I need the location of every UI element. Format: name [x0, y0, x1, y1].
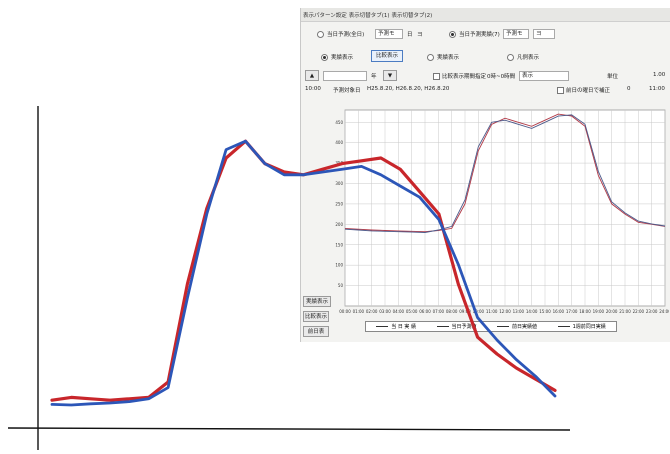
x-tick-label: 18:00: [579, 309, 591, 314]
mode-c-radio[interactable]: 凡例表示: [507, 53, 539, 61]
y-tick-label: 300: [335, 181, 343, 186]
nav-up-button[interactable]: ▲: [305, 70, 319, 81]
compare-button[interactable]: 比較表示: [371, 50, 403, 62]
x-tick-label: 07:00: [433, 309, 445, 314]
nav-filter[interactable]: 比較表示期間指定: [433, 72, 486, 80]
y-tick-label: 450: [335, 120, 343, 125]
x-tick-label: 00:00: [339, 309, 351, 314]
x-tick-label: 06:00: [419, 309, 431, 314]
legend-swatch: [557, 326, 570, 327]
y-tick-label: 350: [335, 161, 343, 166]
option-b-radio[interactable]: 当日予測実績(7): [449, 30, 500, 38]
side-button-prev[interactable]: 前日表: [303, 326, 329, 337]
nav-filter-label: 比較表示期間指定: [442, 74, 487, 80]
x-tick-label: 16:00: [553, 309, 565, 314]
tab-2[interactable]: 表示切替タブ(1): [348, 12, 390, 19]
legend-label: 前日実績値: [512, 324, 538, 330]
tab-1[interactable]: 表示パターン設定: [303, 12, 347, 19]
x-tick-label: 05:00: [406, 309, 418, 314]
x-tick-label: 02:00: [366, 309, 378, 314]
radio-icon: [507, 54, 514, 61]
nav-date-label: 年: [371, 74, 377, 80]
option-b-label: 当日予測実績(7): [459, 32, 500, 38]
option-b-extra[interactable]: ヨ: [533, 29, 555, 39]
y-tick-label: 50: [338, 283, 344, 288]
legend-swatch: [376, 326, 389, 327]
info-value: H25.8.20, H26.8.20, H26.8.20: [367, 86, 450, 92]
checkbox-icon: [557, 87, 564, 94]
mode-a-radio[interactable]: 実績表示: [321, 53, 353, 61]
checkbox-label: 前日の曜日で補正: [566, 88, 611, 94]
radio-icon: [317, 31, 324, 38]
mode-b-label: 実績表示: [437, 55, 460, 61]
y-tick-label: 200: [335, 222, 343, 227]
info-right-b: 11:00: [649, 86, 665, 92]
option-a-extra: ヨ: [417, 32, 423, 38]
legend-swatch: [497, 326, 510, 327]
legend-label: 当日予測値: [451, 324, 477, 330]
x-tick-label: 04:00: [393, 309, 405, 314]
inner-line-chart: 00:00 01:00 02:00 03:00 04:00 05:00 06:00 07:00…: [335, 109, 669, 314]
option-a-select[interactable]: 予測モ: [375, 29, 403, 39]
info-right-a: 0: [627, 86, 631, 92]
side-button-compare[interactable]: 比較表示: [303, 311, 329, 322]
x-tick-label: 22:00: [633, 309, 645, 314]
option-a-label: 当日予測(全日): [327, 32, 365, 38]
legend-label: 1週前同日実績: [572, 324, 606, 330]
nav-date-input[interactable]: [323, 71, 367, 81]
x-tick-label: 01:00: [353, 309, 365, 314]
x-tick-label: 19:00: [593, 309, 605, 314]
option-a-unit: 日: [407, 32, 413, 38]
radio-selected-icon: [449, 31, 456, 38]
nav-right-a: 単位: [607, 74, 619, 80]
chart-legend: 当 日 実 績 当日予測値 前日実績値 1週前同日実績: [365, 321, 617, 332]
radio-icon: [427, 54, 434, 61]
y-tick-label: 150: [335, 242, 343, 247]
x-tick-label: 21:00: [619, 309, 631, 314]
legend-label: 当 日 実 績: [391, 324, 417, 330]
nav-select-label: 0時~0時間: [487, 74, 516, 80]
info-left: 10:00: [305, 86, 321, 92]
mode-a-label: 実績表示: [331, 55, 354, 61]
y-tick-label: 250: [335, 201, 343, 206]
tab-3[interactable]: 表示切替タブ(2): [391, 12, 433, 19]
x-tick-label: 14:00: [526, 309, 538, 314]
info-label: 予測対象日: [333, 88, 361, 94]
checkbox-icon: [433, 73, 440, 80]
x-tick-label: 03:00: [379, 309, 391, 314]
x-tick-label: 08:00: [446, 309, 458, 314]
legend-item: 当 日 実 績: [376, 323, 416, 330]
legend-swatch: [436, 326, 449, 327]
radio-selected-icon: [321, 54, 328, 61]
y-tick-label: 400: [335, 140, 343, 145]
x-tick-label: 20:00: [606, 309, 618, 314]
nav-select[interactable]: 表示: [519, 71, 569, 81]
x-tick-label: 09:00: [459, 309, 471, 314]
side-button-actual[interactable]: 実績表示: [303, 296, 331, 307]
x-tick-label: 13:00: [513, 309, 525, 314]
legend-item: 当日予測値: [436, 323, 477, 330]
x-tick-label: 15:00: [539, 309, 551, 314]
legend-item: 1週前同日実績: [557, 323, 606, 330]
x-tick-label: 17:00: [566, 309, 578, 314]
x-tick-label: 10:00: [473, 309, 485, 314]
x-tick-label: 11:00: [486, 309, 498, 314]
option-b-select[interactable]: 予測モ: [503, 29, 529, 39]
x-tick-label: 12:00: [499, 309, 511, 314]
app-window: 表示パターン設定 表示切替タブ(1) 表示切替タブ(2) 当日予測(全日) 予測…: [300, 8, 670, 342]
mode-c-label: 凡例表示: [517, 55, 540, 61]
nav-right-b: 1.00: [653, 72, 666, 78]
mode-b-radio[interactable]: 実績表示: [427, 53, 459, 61]
previous-day-checkbox[interactable]: 前日の曜日で補正: [557, 86, 610, 94]
option-a-radio[interactable]: 当日予測(全日): [317, 30, 364, 38]
x-tick-label: 23:00: [646, 309, 658, 314]
nav-down-button[interactable]: ▼: [383, 70, 397, 81]
x-axis-line: [7, 427, 571, 431]
y-tick-label: 100: [335, 263, 343, 268]
tab-bar: 表示パターン設定 表示切替タブ(1) 表示切替タブ(2): [301, 8, 670, 22]
x-tick-label: 24:00: [659, 309, 669, 314]
legend-item: 前日実績値: [497, 323, 537, 330]
